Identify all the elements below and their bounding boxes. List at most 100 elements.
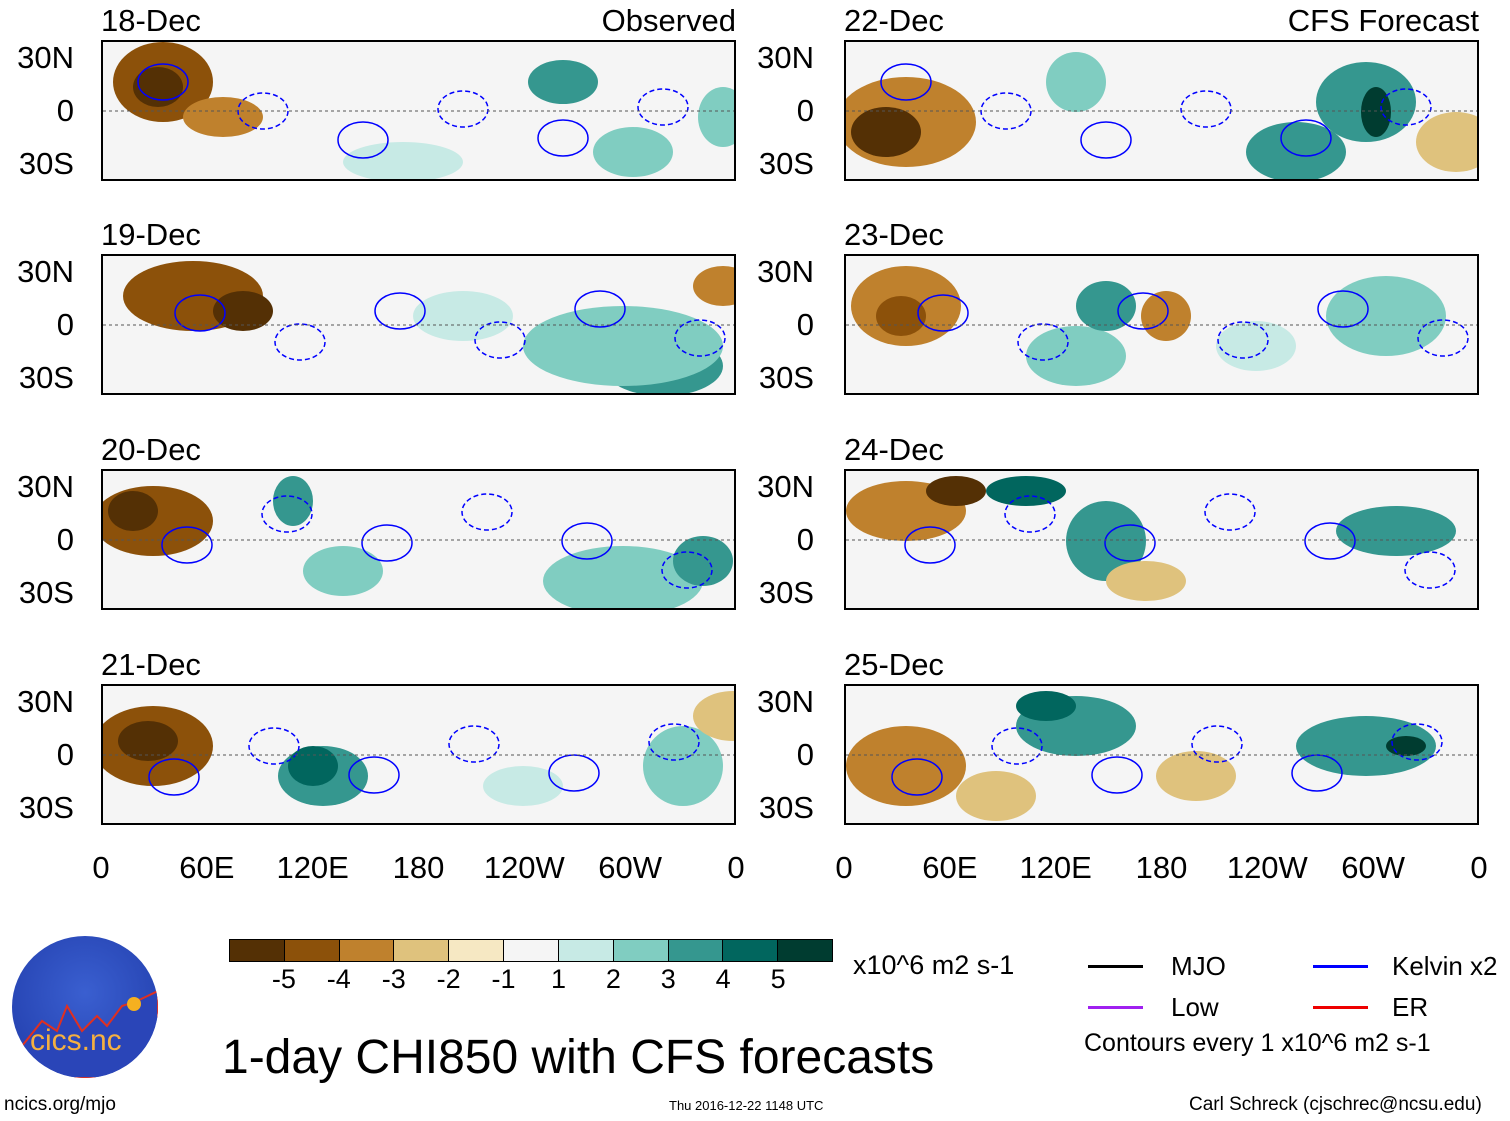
kelvin-contour: [880, 63, 932, 101]
legend-mjo: MJO: [1171, 951, 1226, 981]
panel-date-label: 23-Dec: [844, 217, 944, 252]
anomaly-shading: [693, 691, 734, 741]
anomaly-shading: [1416, 112, 1477, 172]
lon-tick-label: 180: [1135, 850, 1188, 885]
kelvin-contour: [274, 323, 326, 361]
anomaly-shading: [483, 766, 563, 806]
anomaly-shading: [528, 60, 598, 104]
colorbar-swatch: [449, 940, 505, 961]
map-panel: [844, 684, 1479, 825]
kelvin-contour: [161, 526, 213, 564]
lat-tick-label: 30N: [757, 469, 814, 504]
kelvin-contour: [337, 121, 389, 159]
lat-tick-label: 30N: [757, 40, 814, 75]
kelvin-contour: [991, 727, 1043, 765]
lon-tick-label: 0: [835, 850, 853, 885]
kelvin-contour: [1017, 323, 1069, 361]
lon-tick-label: 120W: [483, 850, 565, 885]
anomaly-shading: [673, 536, 733, 586]
kelvin-contour: [1091, 756, 1143, 794]
colorbar-swatch: [778, 940, 832, 961]
map-panel: [844, 469, 1479, 610]
kelvin-contour: [137, 63, 189, 101]
legend-low-line: [1088, 1006, 1143, 1009]
observed-header: Observed: [601, 3, 736, 38]
lon-tick-label: 180: [392, 850, 445, 885]
kelvin-contour: [548, 754, 600, 792]
kelvin-contour: [1104, 524, 1156, 562]
anomaly-shading: [1246, 122, 1346, 179]
panel-date-label: 21-Dec: [101, 647, 201, 682]
lon-tick-label: 60W: [598, 850, 663, 885]
anomaly-shading: [343, 142, 463, 179]
lat-tick-label: 30S: [758, 360, 814, 395]
lat-tick-label: 30N: [17, 40, 74, 75]
colorbar-tick-label: 4: [715, 964, 731, 994]
anomaly-shading: [926, 476, 986, 506]
colorbar-tick-label: 5: [770, 964, 786, 994]
kelvin-contour: [1317, 290, 1369, 328]
kelvin-contour: [374, 292, 426, 330]
anomaly-shading: [876, 296, 926, 336]
figure-title: 1-day CHI850 with CFS forecasts: [222, 1031, 935, 1084]
legend-er: ER: [1392, 992, 1429, 1022]
lat-tick-label: 30S: [758, 575, 814, 610]
anomaly-shading: [698, 87, 734, 147]
kelvin-contour: [1304, 522, 1356, 560]
anomaly-shading: [693, 266, 734, 306]
legend-low: Low: [1171, 992, 1219, 1022]
colorbar-swatch: [230, 940, 285, 961]
map-panel: [101, 469, 736, 610]
legend-kelvin: Kelvin x2: [1392, 951, 1498, 981]
kelvin-contour: [1191, 725, 1243, 763]
map-panel: [844, 40, 1479, 181]
anomaly-shading: [643, 726, 723, 806]
anomaly-shading: [133, 67, 183, 107]
anomaly-shading: [543, 546, 703, 608]
kelvin-contour: [1004, 495, 1056, 533]
lon-tick-label: 60W: [1341, 850, 1406, 885]
kelvin-contour: [474, 321, 526, 359]
lat-tick-label: 0: [56, 307, 74, 342]
colorbar-tick-label: 2: [605, 964, 621, 994]
anomaly-shading: [1361, 87, 1391, 137]
contours-note: Contours every 1 x10^6 m2 s-1: [1084, 1029, 1431, 1057]
lon-tick-label: 120W: [1226, 850, 1308, 885]
anomaly-shading: [273, 476, 313, 526]
kelvin-contour: [648, 723, 700, 761]
anomaly-shading: [846, 726, 966, 806]
kelvin-contour: [904, 526, 956, 564]
colorbar-tick-label: -4: [326, 964, 351, 994]
kelvin-contour: [1380, 88, 1432, 126]
lat-tick-label: 30S: [758, 146, 814, 181]
footer-url[interactable]: ncics.org/mjo: [4, 1094, 116, 1115]
kelvin-contour: [561, 522, 613, 560]
colorbar-tick-label: 3: [660, 964, 676, 994]
anomaly-shading: [1156, 751, 1236, 801]
anomaly-shading: [1016, 691, 1076, 721]
anomaly-shading: [1106, 561, 1186, 601]
lon-tick-label: 120E: [276, 850, 349, 885]
kelvin-contour: [148, 758, 200, 796]
colorbar-tick-label: -3: [381, 964, 406, 994]
anomaly-shading: [288, 746, 338, 786]
lat-tick-label: 30N: [17, 254, 74, 289]
panel-date-label: 24-Dec: [844, 432, 944, 467]
anomaly-shading: [593, 127, 673, 177]
anomaly-shading: [118, 721, 178, 761]
colorbar-tick-label: -2: [436, 964, 461, 994]
lat-tick-label: 30N: [17, 684, 74, 719]
lat-tick-label: 0: [796, 307, 814, 342]
kelvin-contour: [1417, 319, 1469, 357]
colorbar-swatch: [668, 940, 724, 961]
kelvin-contour: [674, 319, 726, 357]
colorbar-tick-label: -5: [271, 964, 296, 994]
panel-date-label: 22-Dec: [844, 3, 944, 38]
kelvin-contour: [661, 551, 713, 589]
kelvin-contour: [891, 758, 943, 796]
colorbar-swatch: [613, 940, 669, 961]
anomaly-shading: [1076, 281, 1136, 331]
kelvin-contour: [1391, 723, 1443, 761]
kelvin-contour: [448, 725, 500, 763]
